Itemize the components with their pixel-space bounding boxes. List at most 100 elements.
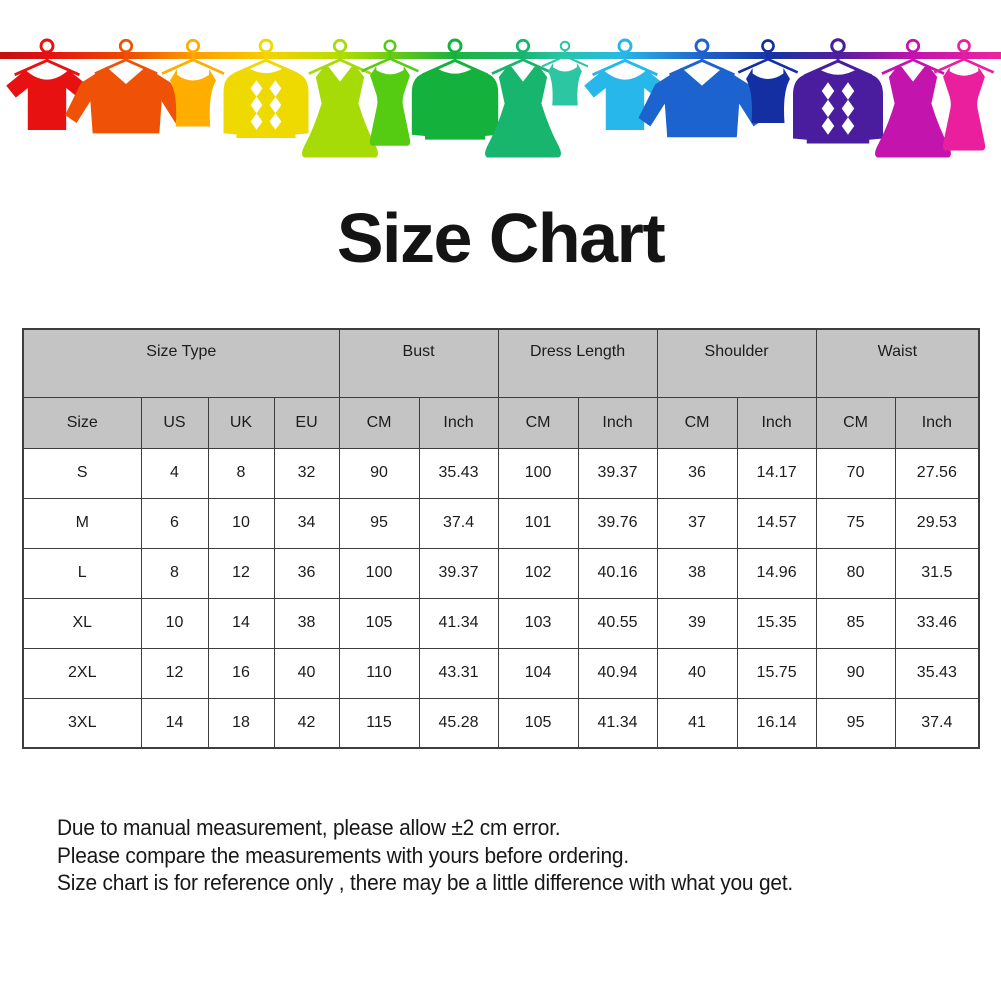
table-cell: 40.55 bbox=[577, 597, 658, 649]
table-cell: 37.4 bbox=[418, 497, 499, 549]
table-cell: 42 bbox=[273, 697, 340, 749]
table-row: S 4 8 32 90 35.43 100 39.37 36 14.17 70 27.56 bbox=[22, 447, 980, 499]
table-cell: 39.37 bbox=[577, 447, 658, 499]
table-cell: 10 bbox=[207, 497, 275, 549]
col-group-shoulder: Shoulder bbox=[656, 328, 817, 398]
table-cell: 37 bbox=[656, 497, 738, 549]
table-cell: 100 bbox=[497, 447, 579, 499]
tank-icon bbox=[541, 40, 589, 106]
page-title: Size Chart bbox=[336, 199, 666, 277]
table-cell: 40.94 bbox=[577, 647, 658, 699]
col-header-bust-cm: CM bbox=[338, 396, 420, 449]
col-header-uk: UK bbox=[207, 396, 275, 449]
table-cell: XL bbox=[22, 597, 142, 649]
table-cell: 103 bbox=[497, 597, 579, 649]
table-cell: 14.96 bbox=[736, 547, 817, 599]
col-header-shoulder-inch: Inch bbox=[736, 396, 817, 449]
table-cell: 32 bbox=[273, 447, 340, 499]
note-line: Size chart is for reference only , there… bbox=[57, 870, 794, 895]
table-cell: 105 bbox=[338, 597, 420, 649]
table-cell: 38 bbox=[656, 547, 738, 599]
table-row: L 8 12 36 100 39.37 102 40.16 38 14.96 80 31.5 bbox=[22, 547, 980, 599]
table-cell: 14 bbox=[140, 697, 209, 749]
table-row: 2XL 12 16 40 110 43.31 104 40.94 40 15.75 90 35.43 bbox=[22, 647, 980, 699]
table-cell: L bbox=[22, 547, 142, 599]
table-cell: 31.5 bbox=[894, 547, 980, 599]
table-cell: 14 bbox=[207, 597, 275, 649]
shirt-icon bbox=[65, 38, 187, 134]
col-header-size: Size bbox=[22, 396, 142, 449]
table-cell: 14.57 bbox=[736, 497, 817, 549]
rainbow-line bbox=[0, 52, 1001, 59]
dress-icon bbox=[485, 38, 561, 158]
table-cell: 6 bbox=[140, 497, 209, 549]
table-cell: 95 bbox=[815, 697, 896, 749]
col-header-shoulder-cm: CM bbox=[656, 396, 738, 449]
table-cell: 75 bbox=[815, 497, 896, 549]
table-row: XL 10 14 38 105 41.34 103 40.55 39 15.35 85 33.46 bbox=[22, 597, 980, 649]
table-cell: 45.28 bbox=[418, 697, 499, 749]
table-cell: 37.4 bbox=[894, 697, 980, 749]
table-cell: 101 bbox=[497, 497, 579, 549]
table-cell: 41 bbox=[656, 697, 738, 749]
col-header-bust-inch: Inch bbox=[418, 396, 499, 449]
table-cell: 15.75 bbox=[736, 647, 817, 699]
table-cell: 12 bbox=[140, 647, 209, 699]
table-subheader-row: Size US UK EU CM Inch CM Inch CM Inch CM… bbox=[22, 396, 980, 449]
table-cell: 39.76 bbox=[577, 497, 658, 549]
tankdress-icon bbox=[361, 39, 419, 146]
size-table-body: S 4 8 32 90 35.43 100 39.37 36 14.17 70 27.56 M 6 10 34… bbox=[22, 447, 980, 749]
sweater-icon bbox=[411, 38, 499, 140]
table-cell: 100 bbox=[338, 547, 420, 599]
table-cell: 12 bbox=[207, 547, 275, 599]
tankdress-icon bbox=[933, 39, 995, 151]
col-group-dress-length: Dress Length bbox=[497, 328, 658, 398]
table-cell: 33.46 bbox=[894, 597, 980, 649]
table-cell: 38 bbox=[273, 597, 340, 649]
table-cell: 43.31 bbox=[418, 647, 499, 699]
sweater-icon bbox=[793, 38, 883, 144]
table-cell: 36 bbox=[656, 447, 738, 499]
col-header-waist-inch: Inch bbox=[894, 396, 980, 449]
table-cell: 40.16 bbox=[577, 547, 658, 599]
table-cell: 90 bbox=[338, 447, 420, 499]
col-group-bust: Bust bbox=[338, 328, 499, 398]
table-cell: 8 bbox=[207, 447, 275, 499]
table-cell: 102 bbox=[497, 547, 579, 599]
size-chart-table: Size Type Bust Dress Length Shoulder Wai… bbox=[22, 328, 981, 749]
col-header-dress-cm: CM bbox=[497, 396, 579, 449]
sweater-icon bbox=[223, 38, 309, 139]
table-cell: 41.34 bbox=[418, 597, 499, 649]
col-group-size-type: Size Type bbox=[22, 328, 340, 398]
table-cell: 70 bbox=[815, 447, 896, 499]
table-cell: 41.34 bbox=[577, 697, 658, 749]
dress-icon bbox=[875, 38, 951, 158]
table-cell: 40 bbox=[656, 647, 738, 699]
note-line: Please compare the measurements with you… bbox=[57, 842, 629, 868]
dress-icon bbox=[302, 38, 378, 158]
table-cell: 4 bbox=[140, 447, 209, 499]
tank-icon bbox=[737, 39, 799, 123]
clothes-banner bbox=[0, 38, 1001, 158]
table-group-header-row: Size Type Bust Dress Length Shoulder Wai… bbox=[22, 328, 980, 398]
table-cell: 39 bbox=[656, 597, 738, 649]
table-row: 3XL 14 18 42 115 45.28 105 41.34 41 16.14 95 37.4 bbox=[22, 697, 980, 749]
table-cell: 104 bbox=[497, 647, 579, 699]
table-cell: 115 bbox=[338, 697, 420, 749]
table-cell: 35.43 bbox=[894, 647, 980, 699]
table-cell: 80 bbox=[815, 547, 896, 599]
table-cell: 14.17 bbox=[736, 447, 817, 499]
table-cell: 110 bbox=[338, 647, 420, 699]
table-cell: 35.43 bbox=[418, 447, 499, 499]
note-line: Due to manual measurement, please allow … bbox=[57, 815, 561, 840]
col-header-waist-cm: CM bbox=[815, 396, 896, 449]
table-cell: 27.56 bbox=[894, 447, 980, 499]
col-header-dress-inch: Inch bbox=[577, 396, 658, 449]
table-cell: 39.37 bbox=[418, 547, 499, 599]
col-header-us: US bbox=[140, 396, 209, 449]
col-header-eu: EU bbox=[273, 396, 340, 449]
table-cell: 10 bbox=[140, 597, 209, 649]
table-cell: 95 bbox=[338, 497, 420, 549]
disclaimer-notes: Due to manual measurement, please allow … bbox=[57, 814, 793, 897]
table-cell: 3XL bbox=[22, 697, 142, 749]
